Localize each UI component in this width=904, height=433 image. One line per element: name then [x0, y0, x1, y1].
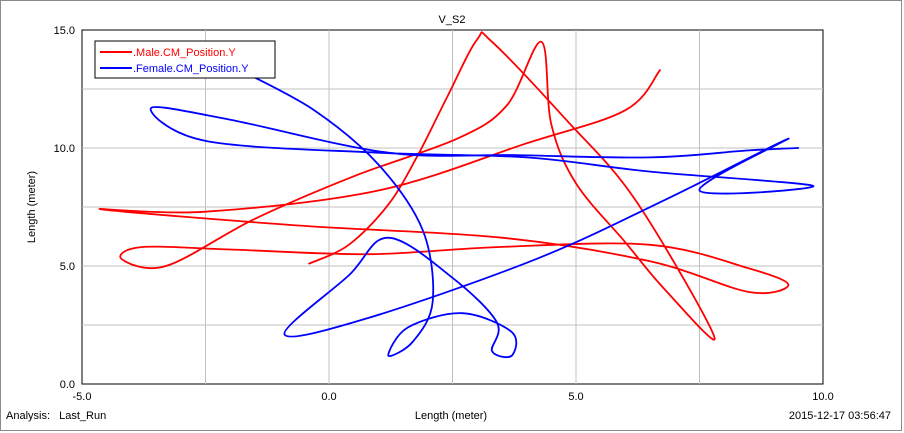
- series-line-female: [149, 69, 815, 358]
- legend-label-male: .Male.CM_Position.Y: [133, 47, 236, 59]
- analysis-value: Last_Run: [59, 410, 107, 422]
- y-tick-label: 0.0: [60, 379, 75, 391]
- y-tick-label: 5.0: [60, 261, 75, 273]
- analysis-info: Analysis: Last_Run: [6, 410, 106, 422]
- chart-title: V_S2: [439, 14, 466, 26]
- y-tick-label: 15.0: [54, 25, 75, 37]
- x-tick-label: -5.0: [73, 391, 92, 403]
- x-tick-label: 0.0: [321, 391, 336, 403]
- series-line-male: [98, 31, 790, 341]
- x-axis-label: Length (meter): [415, 410, 487, 422]
- legend-box: [94, 40, 276, 79]
- legend: .Male.CM_Position.Y .Female.CM_Position.…: [94, 40, 276, 79]
- grid-lines: [82, 30, 823, 384]
- tick-labels: -5.0 0.0 5.0 10.00.05.010.015.0: [54, 25, 834, 403]
- timestamp: 2015-12-17 03:56:47: [788, 410, 891, 422]
- legend-label-female: .Female.CM_Position.Y: [133, 63, 249, 75]
- x-tick-label: 5.0: [568, 391, 583, 403]
- series-layer: [98, 31, 815, 358]
- analysis-label: Analysis:: [6, 410, 51, 422]
- y-axis-label: Length (meter): [26, 171, 38, 243]
- y-tick-label: 10.0: [54, 143, 75, 155]
- x-tick-label: 10.0: [812, 391, 833, 403]
